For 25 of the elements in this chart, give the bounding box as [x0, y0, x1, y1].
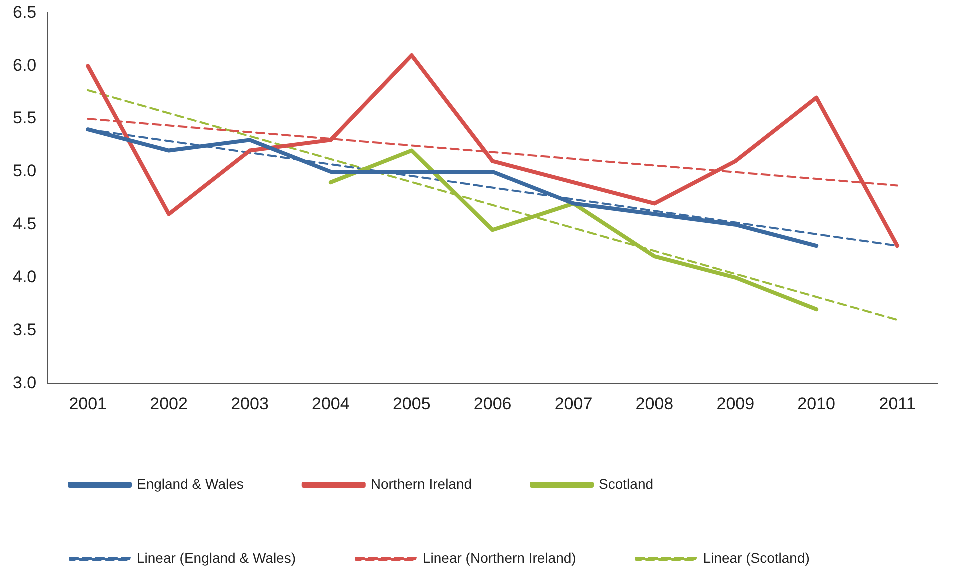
- y-tick-label: 4.5: [12, 214, 37, 234]
- x-tick-label: 2002: [150, 394, 188, 414]
- x-tick-label: 2001: [69, 394, 108, 414]
- x-tick-label: 2009: [716, 394, 755, 414]
- x-tick-label: 2004: [312, 394, 350, 414]
- y-tick-label: 4.0: [12, 267, 37, 286]
- y-tick-label: 3.5: [12, 320, 37, 340]
- x-tick-label: 2007: [554, 394, 593, 414]
- x-tick-label: 2011: [879, 394, 916, 414]
- x-tick-label: 2006: [474, 394, 512, 414]
- legend-label: England & Wales: [137, 476, 244, 492]
- y-tick-label: 5.0: [12, 162, 37, 181]
- y-tick-label: 6.5: [12, 2, 37, 22]
- y-tick-label: 3.0: [12, 373, 37, 392]
- legend-label: Linear (Scotland): [703, 550, 810, 566]
- legend-label: Scotland: [599, 476, 654, 492]
- legend-label: Northern Ireland: [370, 476, 472, 492]
- x-tick-label: 2008: [636, 394, 674, 414]
- x-tick-label: 2005: [392, 394, 431, 414]
- y-tick-label: 6.0: [12, 56, 37, 75]
- x-tick-label: 2003: [231, 394, 269, 414]
- legend-label: Linear (England & Wales): [137, 550, 296, 566]
- y-tick-label: 5.5: [12, 108, 37, 128]
- legend-label: Linear (Northern Ireland): [423, 550, 576, 566]
- x-tick-label: 2010: [798, 394, 836, 414]
